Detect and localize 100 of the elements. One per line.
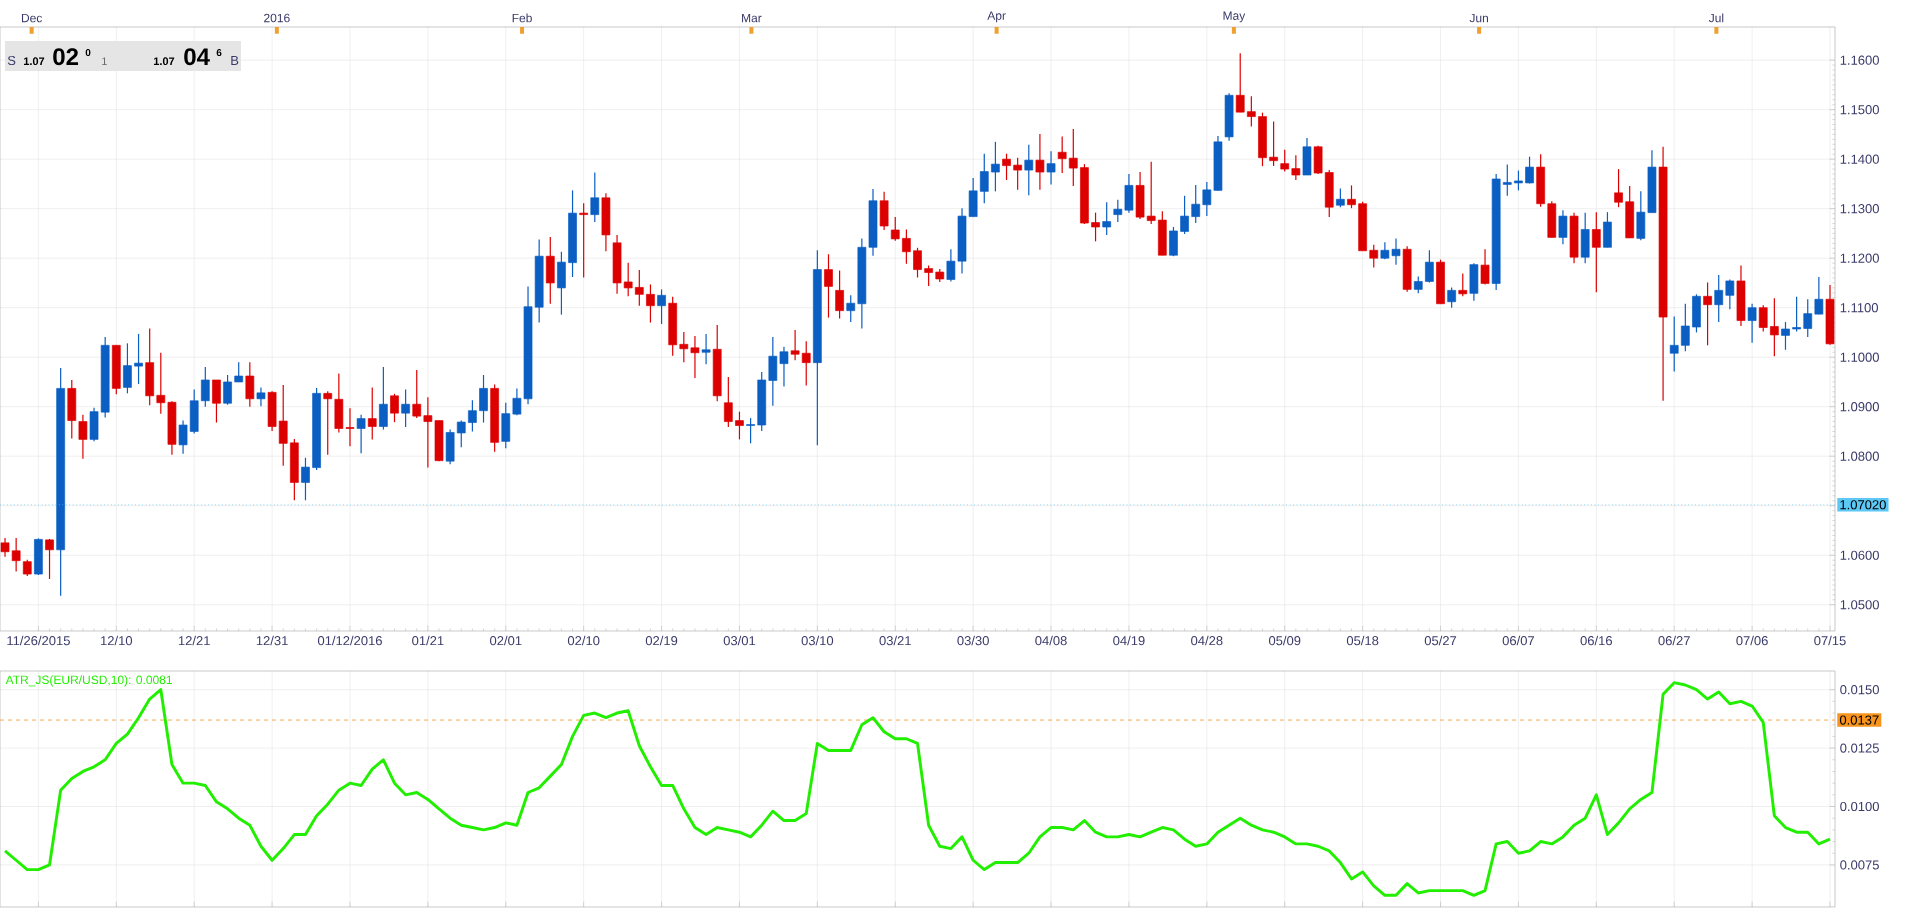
x-tick-label: 06/16 (1580, 635, 1613, 646)
x-tick-label: 06/27 (1658, 635, 1690, 646)
candlestick (1180, 195, 1189, 235)
x-tick-label: 07/06 (1736, 635, 1768, 646)
candlestick (479, 374, 488, 424)
y-tick-label: 1.1500 (1840, 105, 1879, 115)
annotation: 04 (184, 48, 210, 66)
candlestick (1280, 149, 1290, 173)
x-tick-label: 04/08 (1035, 635, 1067, 646)
candlestick (790, 329, 800, 361)
x-tick-label: 02/10 (567, 635, 600, 646)
candlestick (1525, 156, 1534, 185)
annotation: 02 (53, 48, 78, 66)
candlestick (1202, 181, 1212, 217)
candlestick (646, 283, 655, 324)
candlestick (401, 388, 410, 428)
x-tick-label: 05/09 (1268, 635, 1301, 646)
candlestick (1269, 120, 1278, 167)
x-tick-label: 05/18 (1346, 635, 1379, 646)
candlestick (1191, 184, 1201, 224)
candlestick (1803, 298, 1813, 338)
candlestick (390, 393, 399, 423)
x-tick-label: 03/30 (957, 635, 989, 646)
x-tick-label: 03/21 (879, 635, 911, 646)
x-tick-label: 02/19 (645, 635, 678, 646)
candlestick (1591, 211, 1601, 293)
candlestick (701, 333, 711, 365)
y-tick-label: 1.1100 (1840, 303, 1879, 313)
annotation: 1.07 (23, 57, 45, 66)
candlestick (924, 265, 933, 287)
y-tick-label: 1.0800 (1840, 451, 1879, 461)
candlestick (1002, 153, 1011, 181)
x-tick-label: 12/31 (256, 635, 288, 646)
annotation: 0 (85, 49, 91, 57)
candlestick (1035, 133, 1045, 191)
candlestick (1781, 321, 1790, 351)
candlestick (801, 340, 811, 387)
candlestick (991, 141, 1000, 192)
candlestick (1369, 244, 1379, 269)
candlestick (1113, 199, 1123, 223)
candlestick (634, 269, 644, 307)
candlestick (1792, 296, 1801, 333)
candlestick (1046, 150, 1056, 186)
candlestick (1146, 161, 1156, 225)
y-tick-label: 1.0500 (1840, 600, 1879, 610)
y-tick-label: 1.0600 (1840, 550, 1879, 560)
candlestick (1347, 184, 1356, 209)
candlestick (735, 411, 744, 440)
x2-tick-label: May (1223, 11, 1246, 23)
candlestick (913, 247, 922, 279)
x-tick-label: 06/07 (1502, 635, 1535, 646)
y-tick-label: 0.0125 (1840, 743, 1879, 753)
candlestick (1614, 168, 1623, 208)
ref-line-label: 0.0137 (1839, 715, 1879, 725)
candlestick (379, 366, 388, 431)
x2-tick-label: Dec (21, 13, 42, 23)
candlestick (1336, 187, 1345, 208)
y-tick-label: 1.1400 (1840, 154, 1879, 164)
candlestick (456, 419, 466, 448)
candlestick (412, 369, 422, 419)
y-tick-label: 1.1600 (1840, 55, 1879, 65)
candlestick (1747, 303, 1757, 344)
candlestick (367, 386, 377, 440)
candlestick (278, 384, 288, 467)
candlestick (1068, 128, 1078, 187)
candlestick (579, 202, 589, 279)
candlestick (1714, 274, 1724, 323)
x2-tick-label: Jul (1708, 13, 1724, 23)
x2-tick-label: Apr (987, 11, 1006, 23)
annotation: 1 (102, 57, 107, 65)
candlestick (746, 417, 755, 444)
candlestick (835, 269, 844, 320)
candlestick (1458, 272, 1468, 297)
ref-line-label: 1.07020 (1840, 500, 1886, 510)
x-tick-label: 11/26/2015 (7, 635, 70, 646)
candlestick (846, 294, 856, 323)
x-tick-label: 12/10 (101, 635, 133, 646)
candlestick (902, 228, 911, 265)
candlestick (301, 457, 310, 501)
candlestick (590, 171, 600, 223)
candlestick (212, 379, 221, 424)
candlestick (623, 262, 633, 297)
candlestick (1024, 144, 1034, 196)
candlestick (1247, 95, 1256, 128)
candlestick (657, 288, 666, 325)
candlestick (679, 331, 689, 363)
x-tick-label: 01/21 (412, 635, 444, 646)
candlestick (123, 342, 132, 394)
x2-tick-label: 2016 (264, 13, 290, 23)
candlestick (1291, 154, 1301, 181)
candlestick (1102, 201, 1112, 236)
x2-tick-label: Jun (1469, 13, 1488, 23)
candlestick (156, 352, 166, 415)
candlestick (1091, 212, 1100, 242)
x-tick-label: 04/28 (1191, 635, 1223, 646)
candlestick (134, 333, 143, 385)
candlestick (323, 390, 333, 456)
candlestick (78, 414, 88, 460)
x-tick-label: 12/21 (178, 635, 210, 646)
candlestick (234, 361, 244, 383)
